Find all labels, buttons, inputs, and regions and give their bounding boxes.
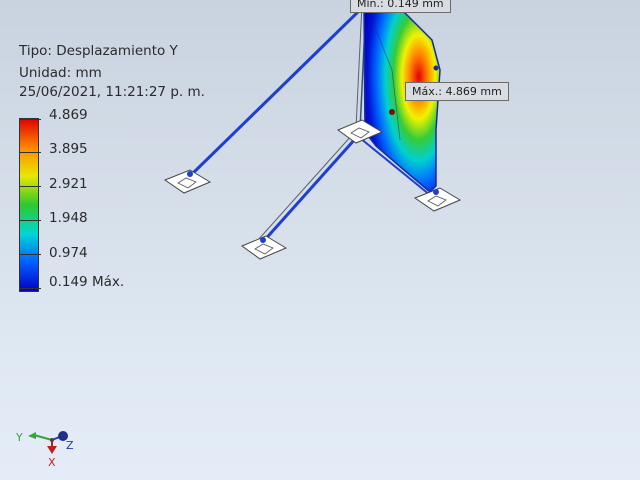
legend-tick <box>19 119 41 120</box>
result-timestamp: 25/06/2021, 11:21:27 p. m. <box>19 84 205 100</box>
legend-value-label: 1.948 <box>49 210 88 226</box>
legend-value-label: 3.895 <box>49 141 88 157</box>
support-foot <box>163 169 212 194</box>
support-foot <box>336 119 384 144</box>
displacement-contour-panel[interactable] <box>363 0 441 194</box>
legend-tick <box>19 288 41 289</box>
orientation-triad[interactable]: Y X Z <box>14 424 84 469</box>
legend-tick <box>19 220 41 221</box>
axis-triad-icon <box>28 431 68 454</box>
legend-value-label: 2.921 <box>49 176 88 192</box>
legend-value-label: 0.149 Máx. <box>49 274 125 290</box>
result-unit-label: Unidad: mm <box>19 65 102 81</box>
color-scale-bar <box>19 118 39 292</box>
triad-x-label: X <box>48 456 56 469</box>
max-probe-label[interactable]: Máx.: 4.869 mm <box>405 82 509 101</box>
triad-y-label: Y <box>15 431 23 444</box>
triad-z-label: Z <box>66 439 74 452</box>
support-foot <box>413 187 462 212</box>
legend-tick <box>19 186 41 187</box>
min-probe-label[interactable]: Mín.: 0.149 mm <box>350 0 451 13</box>
support-foot <box>240 235 288 260</box>
legend-tick <box>19 254 41 255</box>
legend-value-label: 4.869 <box>49 107 88 123</box>
result-type-label: Tipo: Desplazamiento Y <box>19 43 178 59</box>
legend-tick <box>19 152 41 153</box>
legend-value-label: 0.974 <box>49 245 88 261</box>
